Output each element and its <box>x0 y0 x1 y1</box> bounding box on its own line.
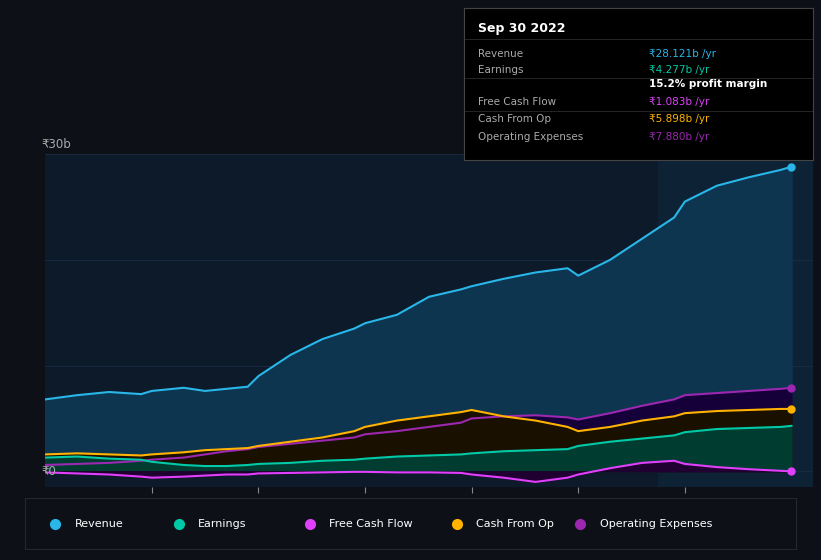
Text: Cash From Op: Cash From Op <box>478 114 551 124</box>
Text: Cash From Op: Cash From Op <box>476 519 554 529</box>
Text: ₹4.277b /yr: ₹4.277b /yr <box>649 66 709 76</box>
Text: ₹30b: ₹30b <box>41 138 71 151</box>
Text: Sep 30 2022: Sep 30 2022 <box>478 22 566 35</box>
Bar <box>658 154 813 487</box>
Text: Free Cash Flow: Free Cash Flow <box>478 97 556 107</box>
Text: Revenue: Revenue <box>478 49 523 59</box>
Text: 15.2% profit margin: 15.2% profit margin <box>649 79 767 89</box>
Text: ₹28.121b /yr: ₹28.121b /yr <box>649 49 716 59</box>
Text: Revenue: Revenue <box>75 519 123 529</box>
Text: Earnings: Earnings <box>478 66 523 76</box>
Text: ₹0: ₹0 <box>41 465 56 478</box>
Text: ₹1.083b /yr: ₹1.083b /yr <box>649 97 709 107</box>
Text: ₹7.880b /yr: ₹7.880b /yr <box>649 132 709 142</box>
Text: ₹5.898b /yr: ₹5.898b /yr <box>649 114 709 124</box>
Text: Free Cash Flow: Free Cash Flow <box>329 519 413 529</box>
Text: Earnings: Earnings <box>199 519 247 529</box>
Text: Operating Expenses: Operating Expenses <box>478 132 583 142</box>
Text: Operating Expenses: Operating Expenses <box>599 519 712 529</box>
